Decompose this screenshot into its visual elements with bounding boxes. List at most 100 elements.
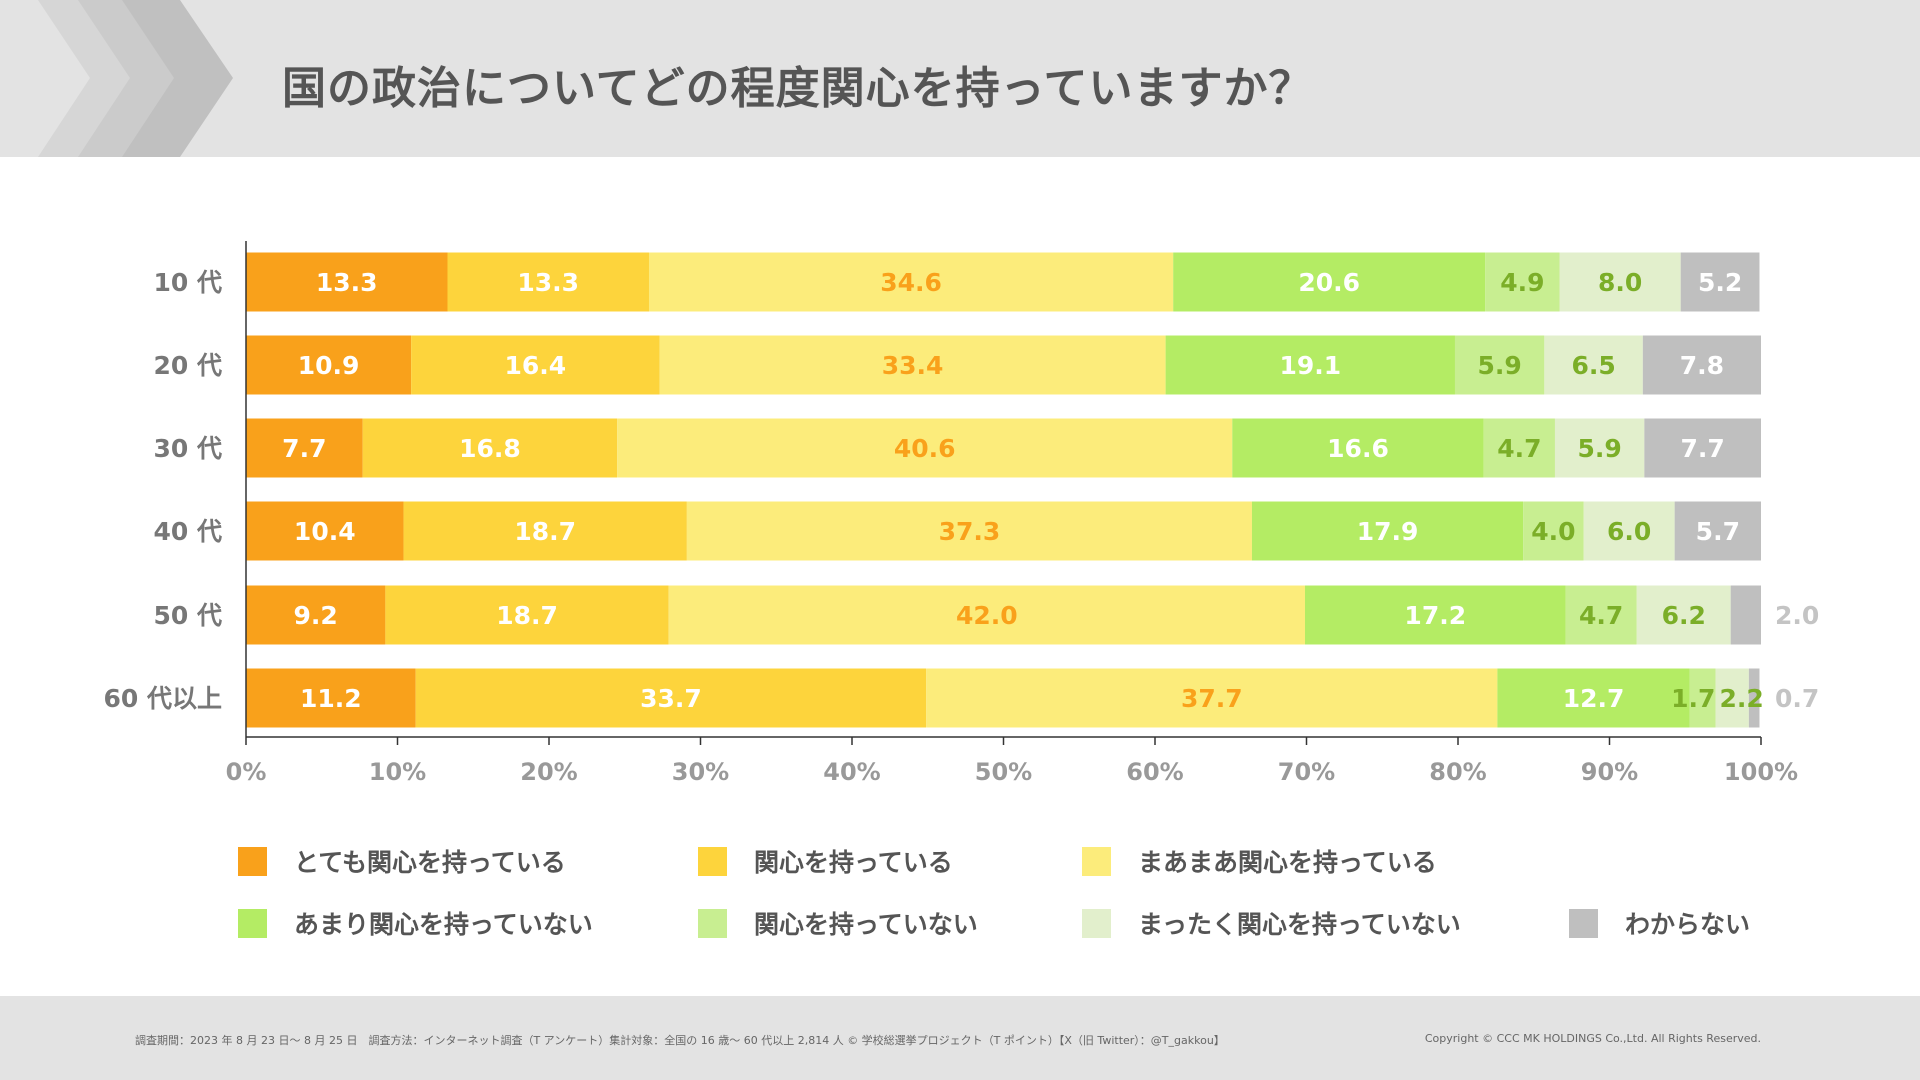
bar-segment — [1251, 501, 1524, 561]
data-label: 4.9 — [1500, 268, 1544, 297]
bar-segment — [1674, 501, 1761, 561]
x-tick-label: 60% — [1126, 758, 1183, 786]
data-label: 16.6 — [1327, 434, 1389, 463]
copyright: Copyright © CCC MK HOLDINGS Co.,Ltd. All… — [1424, 1032, 1761, 1045]
legend-swatch — [1569, 908, 1598, 938]
x-tick-label: 20% — [520, 758, 577, 786]
bar-segment — [1173, 252, 1486, 312]
x-tick-label: 0% — [226, 758, 267, 786]
data-label: 8.0 — [1598, 268, 1642, 297]
data-label: 4.0 — [1531, 517, 1575, 546]
legend-item: とても関心を持っている — [238, 844, 566, 878]
legend-label: とても関心を持っている — [294, 848, 566, 877]
data-label: 16.8 — [459, 434, 521, 463]
data-label: 4.7 — [1579, 601, 1623, 630]
bar-segment — [617, 418, 1233, 478]
data-label: 34.6 — [880, 268, 942, 297]
legend-item: 関心を持っている — [698, 844, 953, 878]
category-label: 60 代以上 — [104, 684, 223, 713]
bar-segment — [1523, 501, 1584, 561]
data-label: 37.3 — [939, 517, 1001, 546]
bar-segment — [246, 335, 412, 395]
data-label: 6.5 — [1571, 351, 1615, 380]
stacked-bar-chart: 10 代 13.3 13.3 34.6 20.6 4.9 8.0 5.2 20 代 10.9 16.… — [104, 241, 1819, 786]
legend-item: わからない — [1569, 906, 1750, 940]
data-label: 17.9 — [1357, 517, 1419, 546]
category-label: 50 代 — [154, 601, 223, 630]
data-label: 6.2 — [1662, 601, 1706, 630]
legend-item: あまり関心を持っていない — [238, 906, 593, 940]
data-label: 7.7 — [1681, 434, 1725, 463]
legend-swatch — [698, 846, 727, 876]
data-label: 13.3 — [517, 268, 579, 297]
bar-segment — [1559, 252, 1681, 312]
bar-segment — [362, 418, 618, 478]
data-label: 18.7 — [514, 517, 576, 546]
data-label: 40.6 — [894, 434, 956, 463]
chevron-decoration-icon — [38, 0, 233, 157]
data-label: 1.7 — [1671, 684, 1715, 713]
x-tick-label: 50% — [975, 758, 1032, 786]
data-label: 33.4 — [882, 351, 944, 380]
data-label: 19.1 — [1279, 351, 1341, 380]
category-label: 10 代 — [154, 268, 223, 297]
data-label: 5.9 — [1478, 351, 1522, 380]
bar-segment — [1642, 335, 1761, 395]
bar-segment — [659, 335, 1166, 395]
data-label: 20.6 — [1298, 268, 1360, 297]
bar-segment — [648, 252, 1174, 312]
bar-segment — [1636, 585, 1731, 645]
bar-segment — [686, 501, 1252, 561]
bar-segment — [447, 252, 649, 312]
data-label: 16.4 — [505, 351, 567, 380]
data-label: 5.2 — [1698, 268, 1742, 297]
legend-label: あまり関心を持っていない — [294, 910, 593, 939]
data-label: 7.8 — [1680, 351, 1724, 380]
bar-segment — [1715, 668, 1749, 728]
legend-item: まったく関心を持っていない — [1082, 906, 1461, 940]
x-tick-label: 100% — [1724, 758, 1798, 786]
data-label: 5.7 — [1696, 517, 1740, 546]
data-label: 4.7 — [1497, 434, 1541, 463]
bar-segment — [1165, 335, 1455, 395]
bar-segment — [246, 585, 386, 645]
legend-swatch — [1082, 846, 1111, 876]
data-label: 10.4 — [294, 517, 356, 546]
bar-segment — [385, 585, 669, 645]
bar-segment — [1454, 335, 1545, 395]
data-label: 33.7 — [640, 684, 702, 713]
bar-segment — [1232, 418, 1484, 478]
category-label: 30 代 — [154, 434, 223, 463]
bar-segment — [415, 668, 927, 728]
legend-label: まったく関心を持っていない — [1138, 910, 1461, 939]
x-tick-label: 30% — [672, 758, 729, 786]
bar-segment — [1497, 668, 1690, 728]
bar-segment — [1644, 418, 1761, 478]
legend-label: 関心を持っていない — [754, 910, 978, 939]
data-label: 6.0 — [1607, 517, 1651, 546]
survey-note: 調査期間：2023 年 8 月 23 日～ 8 月 25 日 調査方法：インター… — [135, 1034, 1225, 1047]
bar-segment — [1689, 668, 1716, 728]
bar-segment — [246, 501, 404, 561]
footer-band — [0, 996, 1920, 1080]
bar-segment — [403, 501, 687, 561]
bar-segment — [1304, 585, 1566, 645]
bar-segment — [1485, 252, 1560, 312]
data-label: 5.9 — [1578, 434, 1622, 463]
legend-swatch — [1082, 908, 1111, 938]
bar-segment — [1680, 252, 1760, 312]
data-label: 13.3 — [316, 268, 378, 297]
x-tick-label: 40% — [823, 758, 880, 786]
legend-swatch — [698, 908, 727, 938]
data-label: 42.0 — [956, 601, 1018, 630]
data-label: 2.2 — [1719, 684, 1763, 713]
legend-item: 関心を持っていない — [698, 906, 978, 940]
legend-swatch — [238, 846, 267, 876]
data-label: 11.2 — [300, 684, 362, 713]
header-band: 国の政治についてどの程度関心を持っていますか？ — [0, 0, 1920, 157]
data-label: 37.7 — [1181, 684, 1243, 713]
bar-segment — [1583, 501, 1675, 561]
bar-segment — [1483, 418, 1555, 478]
data-label: 0.7 — [1775, 684, 1819, 713]
bar-segment — [668, 585, 1305, 645]
